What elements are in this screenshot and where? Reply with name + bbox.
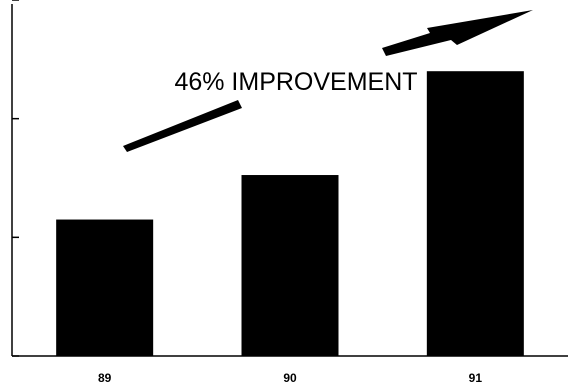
bar-91 — [426, 71, 524, 356]
x-tick-labels: 89 90 91 — [98, 371, 482, 385]
y-ticks — [12, 0, 19, 357]
improvement-annotation: 46% IMPROVEMENT — [174, 68, 417, 96]
bars — [56, 71, 524, 356]
bar-90 — [241, 175, 339, 356]
arrow-upper-stroke — [382, 10, 533, 56]
x-tick-label-91: 91 — [469, 371, 483, 385]
trend-arrow-icon — [123, 10, 533, 152]
x-tick-label-90: 90 — [283, 371, 297, 385]
arrow-lower-stroke — [123, 100, 242, 152]
x-tick-label-89: 89 — [98, 371, 112, 385]
bar-89 — [56, 219, 154, 356]
